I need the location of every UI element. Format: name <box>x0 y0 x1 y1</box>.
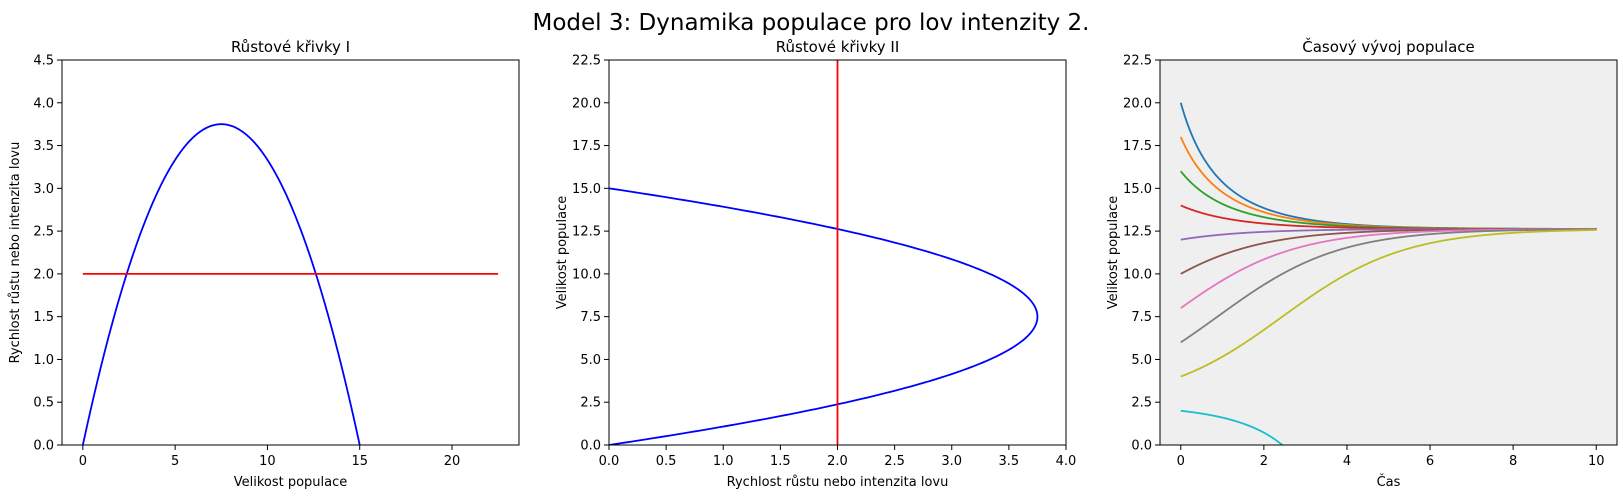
y-axis-label: Rychlost růstu nebo intenzita lovu <box>8 142 23 364</box>
x-axis-label: Čas <box>1377 474 1401 490</box>
y-tick-label: 2.5 <box>33 225 54 240</box>
x-axis-label: Velikost populace <box>234 475 348 490</box>
x-tick-label: 2.5 <box>884 454 905 469</box>
y-tick-label: 15.0 <box>1123 182 1152 197</box>
y-tick-label: 17.5 <box>1123 139 1152 154</box>
y-tick-label: 7.5 <box>580 310 601 325</box>
x-tick-label: 1.0 <box>713 454 734 469</box>
series-line-p0-6 <box>1180 228 1597 344</box>
y-tick-label: 2.5 <box>1131 396 1152 411</box>
series-line-p0-2 <box>1180 409 1284 445</box>
y-tick-label: 7.5 <box>1131 310 1152 325</box>
x-tick-label: 6 <box>1426 454 1434 469</box>
x-tick-label: 1.5 <box>770 454 791 469</box>
y-tick-label: 22.5 <box>1123 54 1152 69</box>
panel-title: Růstové křivky I <box>231 38 350 56</box>
y-tick-label: 12.5 <box>1123 225 1152 240</box>
x-tick-label: 2.0 <box>827 454 848 469</box>
x-tick-label: 0 <box>1177 454 1185 469</box>
y-tick-label: 0.5 <box>33 396 54 411</box>
x-tick-label: 15 <box>351 454 368 469</box>
y-tick-label: 5.0 <box>580 353 601 368</box>
growth-curve <box>81 123 361 445</box>
series-line-p0-4 <box>1180 229 1597 378</box>
y-tick-label: 17.5 <box>572 139 601 154</box>
chart-panel-2: 0.0 0.5 1.0 1.5 2.0 2.5 3.0 3.5 4.0 0.0 2.5 5.0 7.5 1… <box>555 38 1076 490</box>
y-tick-label: 2.0 <box>33 267 54 282</box>
x-tick-label: 0.5 <box>656 454 677 469</box>
y-tick-label: 4.0 <box>33 96 54 111</box>
y-tick-label: 15.0 <box>572 182 601 197</box>
x-tick-label: 3.5 <box>999 454 1020 469</box>
series-group <box>81 123 499 445</box>
x-tick-label: 0.0 <box>599 454 620 469</box>
x-tick-label: 0 <box>79 454 87 469</box>
y-tick-label: 1.0 <box>33 353 54 368</box>
x-tick-label: 3.0 <box>941 454 962 469</box>
y-tick-label: 1.5 <box>33 310 54 325</box>
x-tick-label: 4 <box>1343 454 1351 469</box>
series-group <box>1179 102 1597 445</box>
plot-area <box>1160 60 1617 445</box>
y-tick-label: 20.0 <box>1123 96 1152 111</box>
y-tick-label: 2.5 <box>580 396 601 411</box>
x-tick-label: 5 <box>171 454 179 469</box>
y-tick-label: 20.0 <box>572 96 601 111</box>
x-tick-label: 10 <box>1588 454 1605 469</box>
y-tick-label: 12.5 <box>572 225 601 240</box>
plot-area <box>62 60 519 445</box>
axes-frame <box>1159 59 1618 446</box>
y-tick-label: 5.0 <box>1131 353 1152 368</box>
x-axis-label: Rychlost růstu nebo intenzita lovu <box>727 475 949 490</box>
y-axis-label: Velikost populace <box>1106 196 1121 310</box>
growth-curve <box>609 187 1039 445</box>
x-tick-label: 10 <box>259 454 276 469</box>
y-tick-label: 10.0 <box>1123 267 1152 282</box>
x-tick-label: 8 <box>1509 454 1517 469</box>
chart-panel-1: 0 5 10 15 20 0.0 0.5 1.0 1.5 2.0 2.5 3.0 3.5 4.0 4.5 Rů… <box>8 38 520 490</box>
y-tick-label: 10.0 <box>572 267 601 282</box>
axes-frame <box>61 59 520 446</box>
x-tick-label: 20 <box>444 454 461 469</box>
panel-title: Růstové křivky II <box>776 38 900 56</box>
y-tick-label: 0.0 <box>1131 439 1152 454</box>
chart-panel-3: 0 2 4 6 8 10 0.0 2.5 5.0 7.5 10.0 12.5 15.0 17.5 20.0 2… <box>1106 37 1618 490</box>
x-tick-label: 4.0 <box>1056 454 1077 469</box>
y-tick-label: 22.5 <box>572 54 601 69</box>
y-axis-label: Velikost populace <box>555 196 570 310</box>
x-tick-label: 2 <box>1260 454 1268 469</box>
y-tick-label: 4.5 <box>33 54 54 69</box>
series-group <box>609 60 1039 445</box>
y-tick-label: 3.5 <box>33 139 54 154</box>
figure-title: Model 3: Dynamika populace pro lov inten… <box>533 10 1090 36</box>
panel-title: Časový vývoj populace <box>1302 37 1475 56</box>
y-tick-label: 3.0 <box>33 182 54 197</box>
y-tick-label: 0.0 <box>580 439 601 454</box>
y-tick-label: 0.0 <box>33 439 54 454</box>
